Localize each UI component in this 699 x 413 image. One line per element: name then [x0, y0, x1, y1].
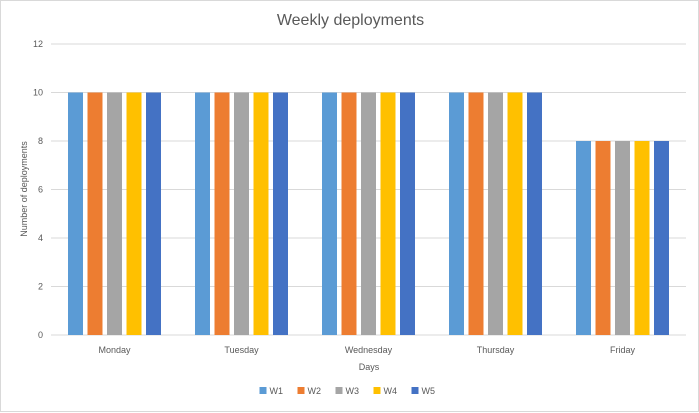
x-axis-label: Days: [359, 362, 380, 372]
x-axis-ticks: Monday Tuesday Wednesday Thursday Friday: [98, 345, 635, 355]
y-tick-label: 12: [33, 39, 43, 49]
x-tick-label: Tuesday: [224, 345, 259, 355]
bar-w2-wednesday: [341, 92, 357, 335]
bar-w3-wednesday: [361, 92, 376, 335]
legend-item-w2: W2: [297, 386, 322, 396]
legend-swatch: [297, 387, 305, 394]
bar-w3-thursday: [488, 92, 503, 335]
x-tick-label: Friday: [610, 345, 636, 355]
bar-w5-wednesday: [400, 92, 415, 335]
bar-w3-friday: [615, 141, 630, 335]
y-axis-label: Number of deployments: [19, 141, 29, 237]
bar-w2-friday: [595, 141, 611, 335]
y-tick-label: 4: [38, 233, 43, 243]
legend-swatch: [335, 387, 343, 394]
chart-title: Weekly deployments: [277, 12, 424, 29]
y-tick-label: 0: [38, 330, 43, 340]
bar-w1-thursday: [449, 92, 464, 335]
bar-w1-tuesday: [195, 92, 210, 335]
bar-w1-friday: [576, 141, 591, 335]
legend-label: W4: [384, 386, 398, 396]
bar-w3-tuesday: [234, 92, 249, 335]
bar-w1-monday: [68, 92, 83, 335]
legend-item-w5: W5: [411, 386, 436, 396]
bar-w4-wednesday: [380, 92, 396, 335]
bars: [68, 92, 669, 335]
y-tick-label: 6: [38, 185, 43, 195]
legend-label: W2: [308, 386, 322, 396]
bar-w1-wednesday: [322, 92, 337, 335]
legend-label: W5: [422, 386, 436, 396]
legend-label: W1: [270, 386, 284, 396]
x-tick-label: Wednesday: [345, 345, 393, 355]
legend-item-w3: W3: [335, 386, 360, 396]
bar-w2-thursday: [468, 92, 484, 335]
legend-swatch: [259, 387, 267, 394]
legend-label: W3: [346, 386, 360, 396]
x-tick-label: Monday: [98, 345, 131, 355]
y-tick-label: 10: [33, 88, 43, 98]
bar-w5-friday: [654, 141, 669, 335]
bar-w3-monday: [107, 92, 122, 335]
y-axis-ticks: 0 2 4 6 8 10 12: [33, 39, 43, 340]
bar-w4-monday: [126, 92, 142, 335]
legend-swatch: [373, 387, 381, 394]
legend: W1 W2 W3 W4 W5: [259, 386, 436, 396]
y-tick-label: 2: [38, 282, 43, 292]
bar-w5-tuesday: [273, 92, 288, 335]
x-tick-label: Thursday: [477, 345, 515, 355]
legend-item-w1: W1: [259, 386, 284, 396]
bar-w2-monday: [87, 92, 103, 335]
y-tick-label: 8: [38, 136, 43, 146]
bar-w4-thursday: [507, 92, 523, 335]
legend-item-w4: W4: [373, 386, 398, 396]
legend-swatch: [411, 387, 419, 394]
bar-w4-friday: [634, 141, 650, 335]
bar-w2-tuesday: [214, 92, 230, 335]
bar-w5-monday: [146, 92, 161, 335]
bar-w5-thursday: [527, 92, 542, 335]
bar-w4-tuesday: [253, 92, 269, 335]
